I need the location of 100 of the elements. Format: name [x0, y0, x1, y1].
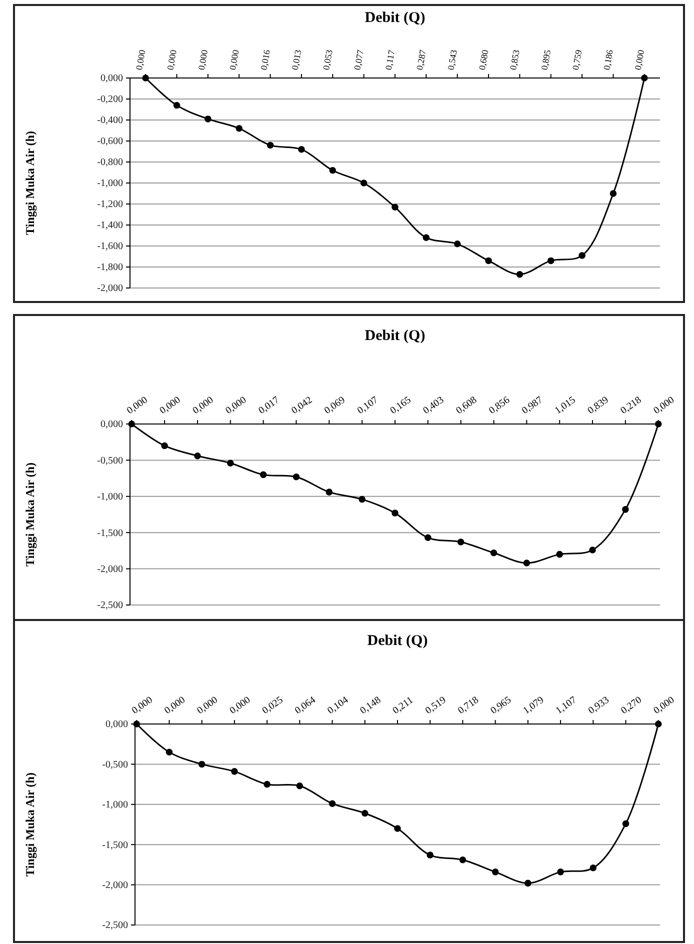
- point: [454, 240, 461, 248]
- x-tick-label: 0,000: [652, 394, 676, 417]
- y-axis-title: Tinggi Muka Air (h): [23, 462, 37, 566]
- point: [236, 125, 243, 132]
- point: [516, 270, 524, 278]
- y-tick-label: 0,000: [100, 419, 123, 430]
- y-tick-label: -1,500: [102, 840, 128, 851]
- y-tick-label: -2,000: [102, 880, 128, 891]
- x-tick-label: 0,403: [421, 394, 446, 417]
- point: [457, 538, 464, 546]
- point: [358, 496, 366, 503]
- y-axis-title: Tinggi Muka Air (h): [23, 772, 37, 876]
- x-tick-label: 0,000: [224, 394, 249, 417]
- x-tick-label: 0,148: [358, 694, 384, 717]
- y-tick-label: -0,500: [97, 455, 123, 466]
- point: [524, 880, 532, 887]
- x-tick-label: 0,025: [260, 694, 286, 717]
- point: [523, 560, 530, 566]
- x-tick-label: 0,000: [162, 694, 188, 717]
- x-tick-label: 1,015: [553, 394, 578, 417]
- point: [490, 549, 498, 556]
- x-tick-label: 0,933: [586, 694, 612, 717]
- x-tick-label: 0,856: [487, 394, 512, 417]
- y-tick-label: -0,500: [102, 759, 128, 770]
- point: [198, 760, 206, 768]
- x-tick-label: 1,079: [521, 694, 546, 717]
- x-tick-label: 0,895: [539, 48, 553, 71]
- x-tick-label: 0,000: [228, 694, 253, 717]
- point: [266, 142, 274, 149]
- point: [166, 748, 173, 756]
- x-tick-label: 0,853: [508, 48, 522, 71]
- x-axis-title: Debit (Q): [367, 633, 428, 649]
- point: [492, 868, 499, 876]
- y-tick-label: -1,000: [97, 178, 123, 190]
- point: [557, 868, 564, 876]
- x-tick-label: 0,680: [476, 48, 490, 71]
- y-tick-label: -2,500: [102, 920, 128, 932]
- y-tick-label: -1,800: [97, 262, 123, 274]
- point: [422, 234, 430, 241]
- x-tick-label: 0,287: [414, 48, 428, 71]
- point: [298, 146, 305, 153]
- x-tick-label: 0,000: [165, 48, 179, 71]
- point: [485, 257, 492, 264]
- x-tick-label: 0,759: [570, 48, 584, 71]
- x-tick-label: 0,165: [388, 394, 414, 417]
- point: [392, 510, 398, 516]
- y-axis-title: Tinggi Muka Air (h): [23, 131, 37, 235]
- x-tick-label: 0,069: [322, 394, 348, 417]
- y-tick-label: -2,000: [97, 564, 123, 575]
- x-tick-label: 0,519: [424, 694, 448, 717]
- point: [392, 204, 398, 211]
- y-tick-label: 0,000: [106, 719, 128, 730]
- x-tick-label: 0,839: [586, 394, 611, 417]
- point: [260, 471, 267, 478]
- x-tick-label: 0,186: [602, 48, 616, 71]
- x-tick-label: 0,000: [227, 48, 241, 71]
- x-tick-label: 0,965: [488, 694, 514, 717]
- y-tick-label: -2,500: [97, 600, 123, 612]
- point: [173, 102, 180, 109]
- point: [424, 534, 432, 542]
- y-tick-label: -0,200: [97, 94, 123, 106]
- x-tick-label: 0,013: [290, 48, 304, 71]
- point: [589, 546, 596, 554]
- y-tick-label: -0,600: [97, 136, 123, 148]
- x-tick-label: 0,718: [456, 694, 481, 717]
- y-tick-label: -0,400: [97, 115, 123, 126]
- y-tick-label: -1,500: [97, 528, 123, 539]
- y-tick-label: -1,000: [102, 800, 128, 811]
- point: [610, 190, 617, 197]
- point: [426, 852, 434, 858]
- point: [204, 116, 212, 122]
- point: [556, 550, 563, 558]
- y-tick-label: -1,200: [97, 199, 123, 210]
- x-axis-title: Debit (Q): [364, 328, 426, 344]
- point: [231, 768, 238, 775]
- x-tick-label: 0,000: [195, 694, 220, 717]
- y-tick-label: -0,800: [97, 157, 123, 168]
- x-axis-title: Debit (Q): [364, 10, 426, 26]
- point: [394, 825, 401, 832]
- point: [360, 180, 368, 186]
- point: [622, 506, 629, 513]
- point: [292, 473, 300, 480]
- x-tick-label: 0,064: [293, 694, 318, 717]
- x-tick-label: 0,000: [190, 394, 216, 417]
- point: [227, 460, 234, 466]
- x-tick-label: 0,218: [618, 394, 644, 417]
- x-tick-label: 0,000: [632, 48, 646, 71]
- y-tick-label: -1,400: [97, 220, 123, 232]
- point: [296, 782, 304, 790]
- y-tick-label: -1,000: [97, 492, 123, 503]
- x-tick-label: 0,053: [320, 48, 334, 71]
- x-tick-label: 0,608: [454, 394, 479, 417]
- point: [590, 864, 597, 872]
- point: [328, 800, 336, 807]
- y-tick-label: -2,000: [97, 283, 123, 294]
- x-tick-label: 0,270: [619, 694, 644, 717]
- x-tick-label: 0,000: [130, 694, 155, 717]
- x-tick-label: 0,104: [326, 694, 350, 717]
- x-tick-label: 0,000: [196, 48, 210, 71]
- point: [264, 780, 270, 788]
